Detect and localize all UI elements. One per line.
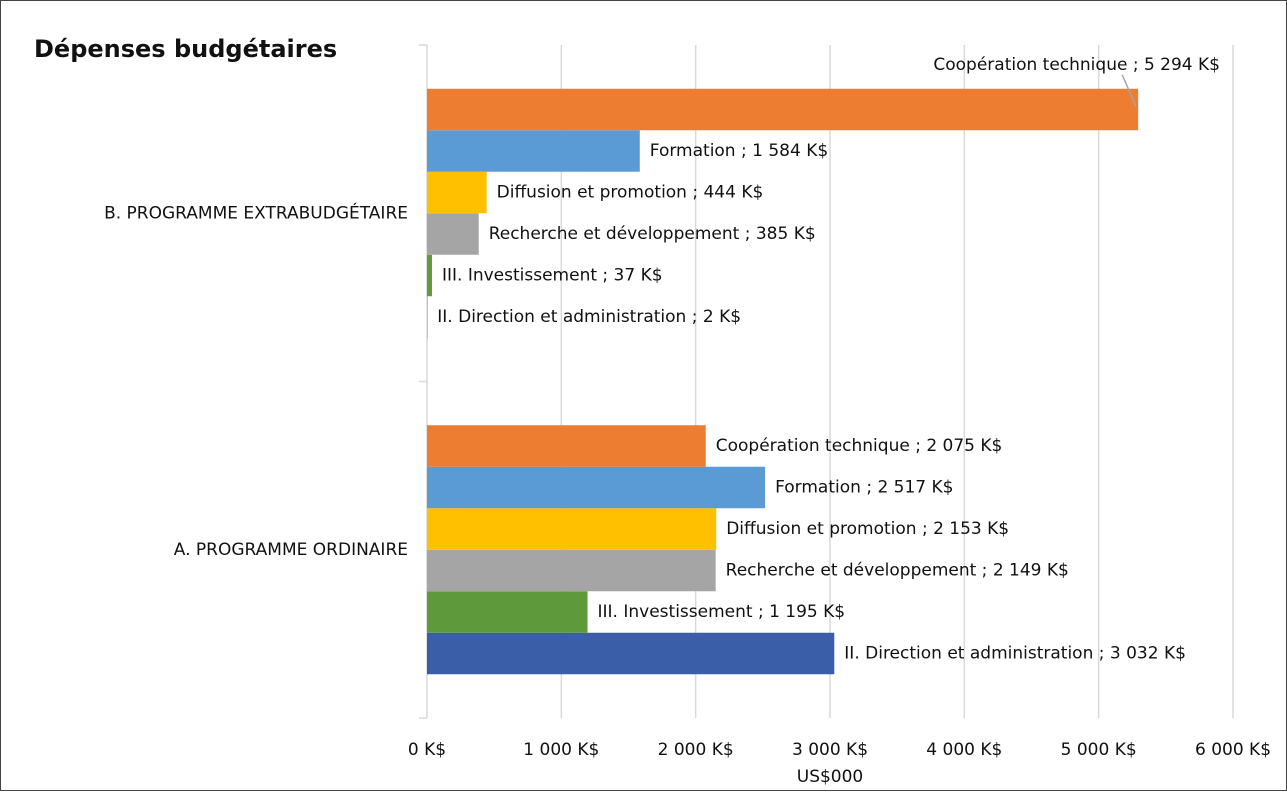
bar: [427, 425, 706, 467]
bar: [427, 172, 487, 214]
data-label: II. Direction et administration ; 3 032 …: [844, 644, 1186, 664]
data-label: Coopération technique ; 2 075 K$: [716, 436, 1003, 456]
data-label: Diffusion et promotion ; 444 K$: [497, 183, 764, 203]
data-label: Coopération technique ; 5 294 K$: [933, 55, 1220, 75]
y-tick-label: A. PROGRAMME ORDINAIRE: [174, 540, 408, 560]
bar: [427, 89, 1138, 131]
data-label: III. Investissement ; 1 195 K$: [598, 602, 846, 622]
data-label: Formation ; 1 584 K$: [650, 141, 828, 161]
x-tick-label: 6 000 K$: [1195, 740, 1271, 760]
data-label: II. Direction et administration ; 2 K$: [437, 307, 741, 327]
x-tick-label: 1 000 K$: [523, 740, 599, 760]
x-tick-label: 3 000 K$: [792, 740, 868, 760]
bar: [427, 508, 716, 550]
data-label: Recherche et développement ; 385 K$: [489, 224, 816, 244]
x-axis-title: US$000: [797, 767, 864, 787]
y-tick-label: B. PROGRAMME EXTRABUDGÉTAIRE: [104, 201, 408, 223]
chart-title: Dépenses budgétaires: [34, 35, 337, 63]
data-label: III. Investissement ; 37 K$: [442, 266, 663, 286]
x-tick-label: 4 000 K$: [926, 740, 1002, 760]
data-label: Formation ; 2 517 K$: [775, 478, 953, 498]
x-tick-label: 0 K$: [408, 740, 446, 760]
data-label: Diffusion et promotion ; 2 153 K$: [726, 519, 1009, 539]
bar: [427, 130, 640, 172]
data-label: Recherche et développement ; 2 149 K$: [726, 561, 1069, 581]
bar: [427, 550, 716, 592]
x-tick-label: 5 000 K$: [1061, 740, 1137, 760]
x-tick-label: 2 000 K$: [658, 740, 734, 760]
bar: [427, 255, 432, 297]
bar: [427, 591, 588, 633]
bar: [427, 467, 765, 509]
bar: [427, 633, 834, 675]
bar: [427, 213, 479, 255]
